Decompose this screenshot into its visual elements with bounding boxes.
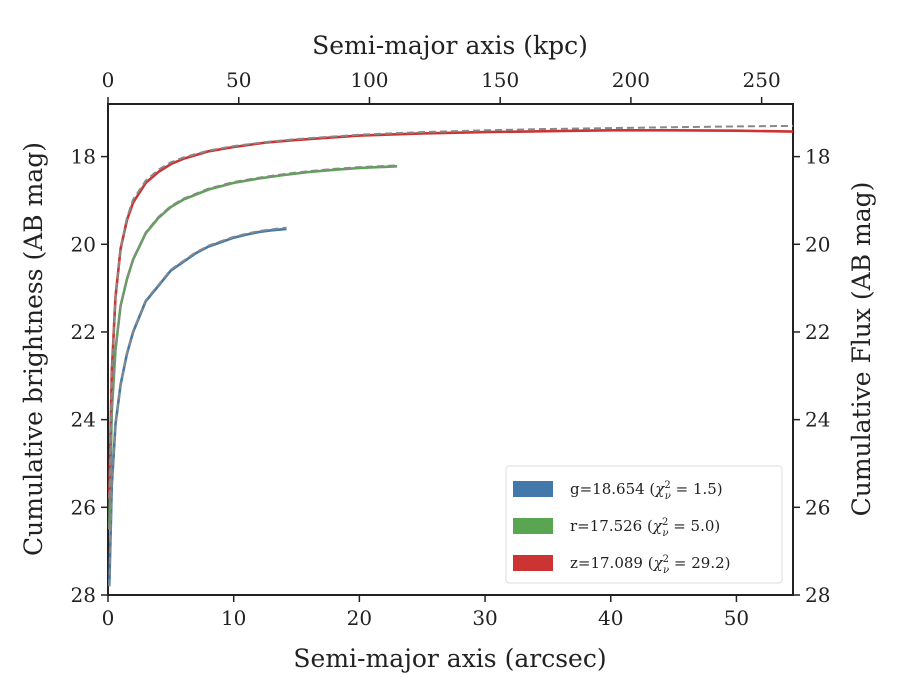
series-line-r: [108, 165, 398, 530]
legend-swatch-r: [513, 518, 553, 534]
y-tick-label: 26: [71, 495, 96, 519]
legend-label-r: r=17.526 (χ2 ν = 5.0): [570, 517, 720, 539]
curves-group: [108, 124, 794, 587]
z-model-line: [108, 124, 794, 499]
y-tick-label: 20: [71, 232, 96, 256]
right-axis-label: Cumulative Flux (AB mag): [847, 182, 876, 517]
right-tick-label: 18: [805, 145, 830, 169]
top-tick-label: 0: [102, 68, 115, 92]
x-tick-label: 40: [598, 606, 623, 630]
r-model-line: [108, 164, 398, 530]
legend: g=18.654 (χ2 ν = 1.5) r=17.526 (χ2 ν = 5.0)…: [505, 465, 783, 584]
top-tick-label: 250: [743, 68, 781, 92]
series-line-g: [108, 227, 287, 587]
series-line-z: [108, 129, 794, 499]
right-tick-label: 24: [805, 408, 830, 432]
top-tick-label: 50: [226, 68, 251, 92]
x-tick-label: 10: [221, 606, 246, 630]
right-tick-label: 26: [805, 495, 830, 519]
top-axis-ticks: 0 50 100 150 200 250: [102, 68, 781, 104]
right-tick-label: 20: [805, 232, 830, 256]
right-tick-label: 22: [805, 320, 830, 344]
top-tick-label: 100: [350, 68, 388, 92]
top-axis-label: Semi-major axis (kpc): [312, 31, 588, 60]
legend-box: [505, 465, 783, 584]
y-axis-label: Cumulative brightness (AB mag): [19, 142, 48, 556]
y-tick-label: 18: [71, 145, 96, 169]
x-tick-label: 30: [472, 606, 497, 630]
x-tick-label: 0: [102, 606, 115, 630]
x-tick-label: 20: [347, 606, 372, 630]
y-tick-label: 22: [71, 320, 96, 344]
right-tick-label: 28: [805, 583, 830, 607]
legend-label-g: g=18.654 (χ2 ν = 1.5): [570, 480, 723, 502]
legend-entries: g=18.654 (χ2 ν = 1.5) r=17.526 (χ2 ν = 5.0)…: [513, 480, 731, 576]
x-axis-label: Semi-major axis (arcsec): [293, 644, 606, 673]
x-axis-ticks: 0 10 20 30 40 50: [102, 595, 749, 630]
g-model-line: [108, 226, 287, 587]
y-axis-ticks: 18 20 22 24 26 28: [71, 145, 108, 607]
y-tick-label: 28: [71, 583, 96, 607]
x-tick-label: 50: [724, 606, 749, 630]
plot-frame: [107, 103, 794, 596]
legend-swatch-z: [513, 555, 553, 571]
right-axis-ticks: 18 20 22 24 26 28: [793, 145, 830, 607]
legend-swatch-g: [513, 481, 553, 497]
top-tick-label: 200: [612, 68, 650, 92]
top-tick-label: 150: [481, 68, 519, 92]
legend-label-z: z=17.089 (χ2 ν = 29.2): [570, 554, 731, 576]
y-tick-label: 24: [71, 408, 96, 432]
